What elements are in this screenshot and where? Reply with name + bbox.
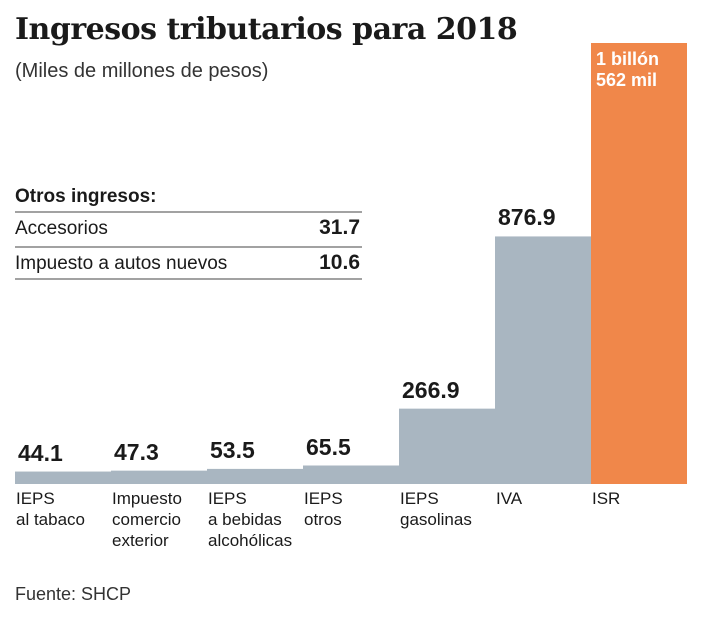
table-label: Impuesto a autos nuevos (15, 253, 228, 274)
value-label: 47.3 (114, 438, 159, 465)
table-label: Accesorios (15, 218, 108, 239)
bar (303, 465, 399, 484)
x-tick-label: IEPS gasolinas (400, 489, 472, 529)
bar (15, 471, 111, 484)
x-tick-label: IEPS a bebidas alcohólicas (208, 489, 293, 550)
x-tick-label: IEPS otros (304, 489, 343, 529)
chart-title: Ingresos tributarios para 2018 (15, 12, 518, 47)
table-value: 10.6 (319, 251, 360, 274)
chart-subtitle: (Miles de millones de pesos) (15, 60, 269, 82)
value-label: 876.9 (498, 204, 556, 231)
inset-title: Otros ingresos: (15, 186, 157, 207)
bar (111, 470, 207, 484)
bar (591, 43, 687, 484)
bar (495, 236, 591, 484)
x-tick-label: IVA (496, 489, 523, 508)
value-label: 266.9 (402, 376, 460, 403)
table-value: 31.7 (319, 216, 360, 239)
value-label: 1 billón 562 mil (596, 49, 659, 90)
x-tick-label: Impuesto comercio exterior (112, 489, 182, 550)
bar (207, 468, 303, 484)
value-label: 53.5 (210, 436, 255, 463)
value-label: 44.1 (18, 439, 63, 466)
value-label: 65.5 (306, 433, 351, 460)
x-tick-label: ISR (592, 489, 621, 508)
bar (399, 408, 495, 484)
source-note: Fuente: SHCP (15, 584, 132, 604)
x-tick-label: IEPS al tabaco (16, 489, 85, 529)
